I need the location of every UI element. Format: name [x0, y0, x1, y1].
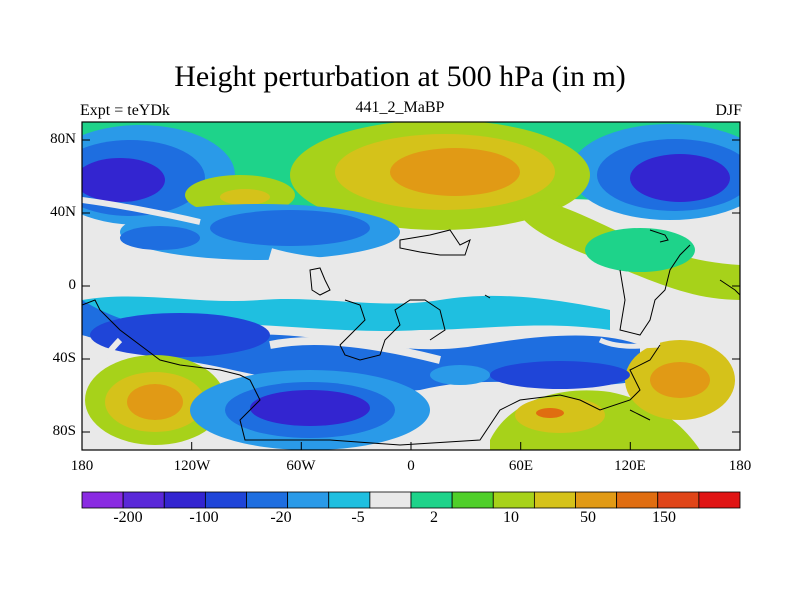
lon-tick-label: 120E	[614, 458, 646, 474]
lon-ticks	[81, 442, 741, 450]
colorbar-swatch	[287, 491, 330, 509]
lat-ticks	[82, 139, 740, 433]
lat-tick-label: 80N	[50, 131, 76, 147]
lat-tick-label: 0	[68, 277, 77, 293]
colorbar-swatch	[698, 491, 741, 509]
colorbar-swatch	[81, 491, 124, 509]
colorbar-swatch	[369, 491, 412, 509]
colorbar-label: 50	[580, 509, 596, 526]
colorbar-swatch	[657, 491, 700, 509]
lat-tick-label: 40S	[52, 350, 76, 366]
colorbar-swatch	[122, 491, 165, 509]
colorbar-label: -5	[351, 509, 365, 526]
height-perturbation-map	[82, 122, 740, 450]
colorbar-swatch	[533, 491, 576, 509]
colorbar-swatch	[163, 491, 206, 509]
lon-tick-label: 60W	[286, 458, 316, 474]
colorbar-swatch	[410, 491, 453, 509]
lon-tick-label: 0	[407, 458, 415, 474]
experiment-label: Expt = teYDk	[80, 102, 170, 119]
colorbar-swatch	[451, 491, 494, 509]
lon-tick-label: 60E	[508, 458, 534, 474]
lon-tick-label: 180	[728, 458, 752, 474]
run-label: 441_2_MaBP	[355, 99, 445, 116]
colorbar-swatch	[492, 491, 535, 509]
lon-tick-label: 120W	[173, 458, 211, 474]
colorbar-label: 2	[430, 509, 438, 526]
colorbar-label: 10	[503, 509, 519, 526]
season-label: DJF	[715, 102, 742, 119]
colorbar-swatch	[575, 491, 618, 509]
colorbar-label: 150	[652, 509, 676, 526]
colorbar-swatch	[616, 491, 659, 509]
coastlines	[82, 229, 740, 446]
lon-tick-label: 180	[70, 458, 94, 474]
colorbar-swatch	[246, 491, 289, 509]
lat-tick-label: 80S	[52, 423, 76, 439]
colorbar-label: -20	[270, 509, 292, 526]
colorbar-label: -200	[113, 509, 143, 526]
colorbar-swatch	[204, 491, 247, 509]
colorbar	[81, 491, 741, 509]
colorbar-swatch	[328, 491, 371, 509]
colorbar-label: -100	[189, 509, 219, 526]
figure-title: Height perturbation at 500 hPa (in m)	[174, 60, 626, 93]
lat-tick-label: 40N	[50, 204, 76, 220]
